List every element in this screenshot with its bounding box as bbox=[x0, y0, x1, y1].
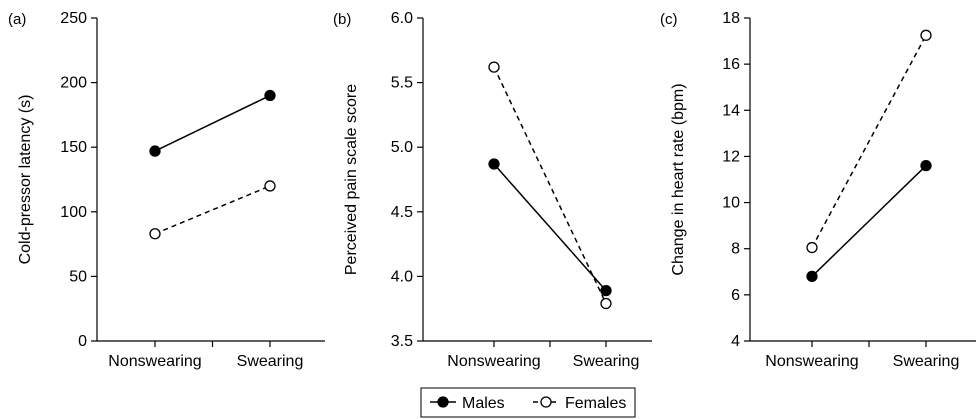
legend: Males Females bbox=[420, 387, 636, 418]
y-tick-label-c: 16 bbox=[722, 56, 740, 73]
series-line-males-a bbox=[154, 94, 271, 152]
y-tick-label-a: 0 bbox=[78, 333, 87, 350]
data-point-males-c bbox=[920, 160, 932, 172]
panel-label-a: (a) bbox=[8, 11, 26, 28]
data-point-males-c bbox=[806, 270, 818, 283]
data-point-females-b bbox=[488, 61, 500, 73]
panel-label-c: (c) bbox=[660, 11, 678, 28]
legend-marker-females bbox=[540, 396, 552, 408]
data-point-females-a bbox=[149, 228, 161, 240]
series-line-females-b bbox=[493, 66, 607, 304]
x-tick-label-c: Swearing bbox=[893, 353, 960, 370]
data-point-females-a bbox=[264, 180, 276, 192]
data-point-females-c bbox=[806, 241, 818, 254]
y-axis-label-b: Perceived pain scale score bbox=[343, 84, 360, 275]
y-tick-label-b: 5.0 bbox=[391, 139, 413, 156]
y-tick-label-a: 200 bbox=[60, 75, 87, 92]
y-tick-label-c: 10 bbox=[722, 195, 740, 212]
data-point-males-b bbox=[488, 158, 500, 170]
panel-c: (c) 4 6 8 10 12 14 16 18 Nonswearing Swearing Chan… bbox=[660, 10, 976, 370]
panel-a: (a) 0 50 100 150 200 250 Nonswearing Swearing Co… bbox=[8, 10, 325, 370]
y-tick-label-a: 250 bbox=[60, 10, 87, 27]
legend-label-females: Females bbox=[565, 395, 626, 412]
series-line-males-c bbox=[811, 165, 927, 277]
legend-marker-males bbox=[437, 396, 449, 408]
y-tick-label-a: 150 bbox=[60, 139, 87, 156]
y-tick-label-b: 6.0 bbox=[391, 10, 413, 27]
y-tick-label-b: 4.0 bbox=[391, 268, 413, 285]
data-point-females-c bbox=[920, 29, 932, 41]
x-tick-label-c: Nonswearing bbox=[765, 353, 858, 370]
data-point-males-b bbox=[600, 284, 612, 297]
legend-box bbox=[420, 387, 636, 418]
legend-label-males: Males bbox=[462, 395, 505, 412]
y-axis-label-a: Cold-pressor latency (s) bbox=[17, 95, 34, 265]
y-axis-label-c: Change in heart rate (bpm) bbox=[670, 83, 687, 275]
series-line-females-a bbox=[154, 185, 271, 235]
y-tick-label-b: 5.5 bbox=[391, 75, 413, 92]
data-point-males-a bbox=[264, 89, 276, 102]
panel-b: (b) 3.5 4.0 4.5 5.0 5.5 6.0 Nonswearing Swearin… bbox=[333, 10, 652, 370]
y-tick-label-c: 8 bbox=[731, 241, 740, 258]
y-tick-label-b: 3.5 bbox=[391, 333, 413, 350]
data-point-males-a bbox=[149, 145, 161, 157]
x-tick-label-b: Swearing bbox=[573, 353, 640, 370]
y-tick-label-c: 6 bbox=[731, 287, 740, 304]
y-tick-label-a: 50 bbox=[69, 268, 87, 285]
y-tick-label-b: 4.5 bbox=[391, 204, 413, 221]
panel-label-b: (b) bbox=[333, 11, 351, 28]
x-tick-label-a: Swearing bbox=[237, 353, 304, 370]
y-tick-label-a: 100 bbox=[60, 204, 87, 221]
series-line-males-b bbox=[493, 163, 607, 292]
series-line-females-c bbox=[811, 34, 927, 248]
x-tick-label-b: Nonswearing bbox=[447, 353, 540, 370]
y-tick-label-c: 14 bbox=[722, 102, 740, 119]
x-tick-label-a: Nonswearing bbox=[108, 353, 201, 370]
y-tick-label-c: 18 bbox=[722, 10, 740, 27]
data-point-females-b bbox=[600, 297, 612, 310]
y-tick-label-c: 4 bbox=[731, 333, 740, 350]
y-tick-label-c: 12 bbox=[722, 148, 740, 165]
